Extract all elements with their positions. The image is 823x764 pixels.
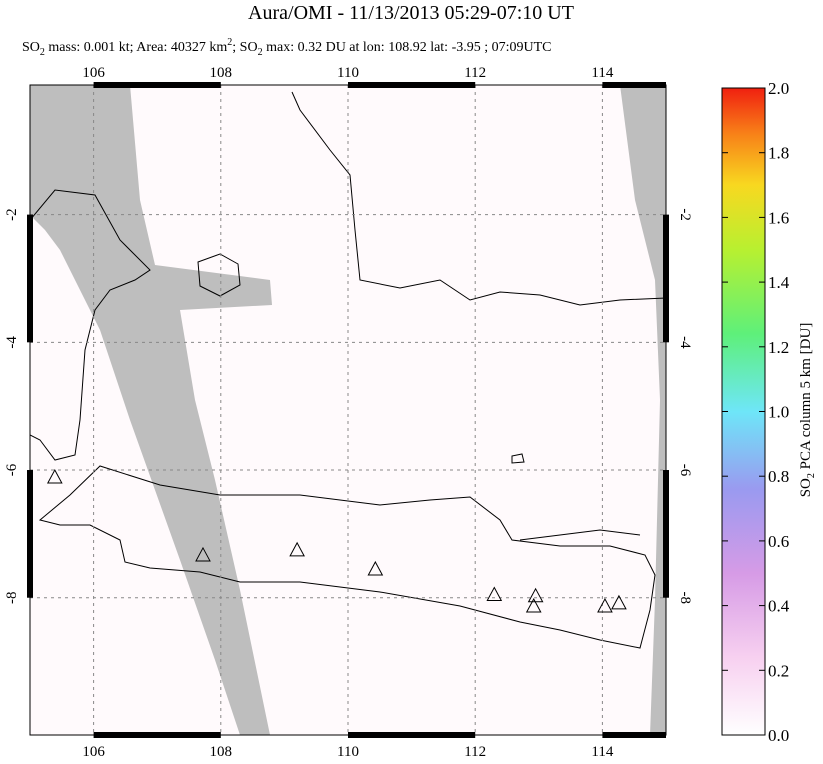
volcano-marker (611, 594, 627, 610)
x-tick-label: 108 (210, 65, 233, 81)
y-tick-label: -2 (4, 208, 20, 221)
x-tick-label: 110 (337, 744, 359, 759)
y-tick-label: -4 (4, 336, 20, 349)
x-tick-label: 114 (591, 744, 613, 759)
subtitle-part: SO (22, 40, 40, 55)
axis-bar (663, 214, 669, 343)
x-tick-label: 110 (337, 65, 359, 81)
colorbar-tick-label: 2.0 (768, 79, 789, 98)
volcano-marker (525, 597, 542, 613)
axis-bar (602, 732, 666, 738)
swath-gap (30, 85, 95, 185)
coastline (511, 453, 525, 464)
y-tick-label: -6 (677, 464, 693, 477)
x-tick-label: 106 (82, 65, 105, 81)
y-tick-label: -8 (4, 591, 20, 604)
subtitle-part: mass: 0.001 kt; Area: 40327 km (45, 40, 227, 55)
colorbar-tick-label: 1.0 (768, 403, 789, 422)
axis-bar (663, 470, 669, 598)
subtitle-part: 2 (227, 37, 232, 48)
colorbar-label-part: PCA column 5 km [DU] (798, 323, 814, 473)
subtitle-part: 2 (40, 47, 45, 58)
volcano-marker (195, 546, 211, 562)
volcanoes (46, 468, 627, 613)
colorbar-tick-label: 0.4 (768, 597, 790, 616)
axis-bars (27, 82, 669, 738)
y-tick-label: -2 (677, 208, 693, 221)
axis-bar (93, 82, 221, 88)
x-tick-label: 112 (464, 65, 486, 81)
axis-bar (93, 732, 221, 738)
volcano-marker (597, 597, 613, 613)
coastline (519, 529, 641, 541)
coastline (30, 189, 151, 461)
x-tick-label: 112 (464, 744, 486, 759)
x-tick-label: 108 (210, 744, 233, 759)
volcano-marker (289, 541, 305, 557)
colorbar-ticks: 0.0 0.2 0.4 0.6 0.8 1.0 1.2 1.4 1.6 1.8 2.0 (722, 79, 790, 745)
x-tick-label: 114 (591, 65, 613, 81)
subtitle-part: max: 0.32 DU at lon: 108.92 lat: -3.95 ;… (263, 40, 552, 55)
y-tick-label: -8 (677, 591, 693, 604)
colorbar-tick-label: 1.8 (768, 144, 789, 163)
grid (30, 85, 666, 735)
volcano-marker (46, 468, 63, 484)
x-tick-label: 106 (82, 744, 105, 759)
axis-bar (27, 470, 33, 598)
axis-bar (348, 82, 476, 88)
volcano-marker (367, 560, 384, 576)
coastline (38, 465, 656, 649)
subtitle: SO2 mass: 0.001 kt; Area: 40327 km2; SO2… (22, 37, 552, 58)
volcano-marker (486, 586, 503, 602)
chart-title: Aura/OMI - 11/13/2013 05:29-07:10 UT (248, 2, 574, 24)
coastline (291, 91, 666, 306)
axis-ticks: 106 106 108 108 110 110 112 112 114 114 -2 -2 -4 -4 -6… (4, 65, 693, 760)
y-tick-label: -4 (677, 336, 693, 349)
axis-bar (27, 214, 33, 343)
colorbar-tick-label: 1.2 (768, 338, 789, 357)
colorbar-tick-label: 1.4 (768, 273, 790, 292)
colorbar-tick-label: 0.8 (768, 467, 789, 486)
colorbar-tick-label: 0.6 (768, 532, 789, 551)
colorbar (721, 87, 766, 736)
colorbar-label-part: SO (798, 478, 814, 497)
colorbar-tick-label: 0.2 (768, 661, 789, 680)
axis-bar (348, 732, 476, 738)
swath-gap (30, 85, 272, 735)
y-tick-label: -6 (4, 463, 20, 476)
subtitle-part: 2 (258, 47, 263, 58)
colorbar-tick-label: 1.6 (768, 208, 789, 227)
axis-bar (602, 82, 666, 88)
map-area (30, 85, 666, 735)
colorbar-label-part: 2 (806, 473, 817, 478)
colorbar-label: SO2 PCA column 5 km [DU] (798, 323, 817, 498)
swath-gap (620, 85, 666, 735)
coastline (197, 253, 241, 297)
colorbar-tick-label: 0.0 (768, 726, 789, 745)
subtitle-part: ; SO (232, 40, 257, 55)
